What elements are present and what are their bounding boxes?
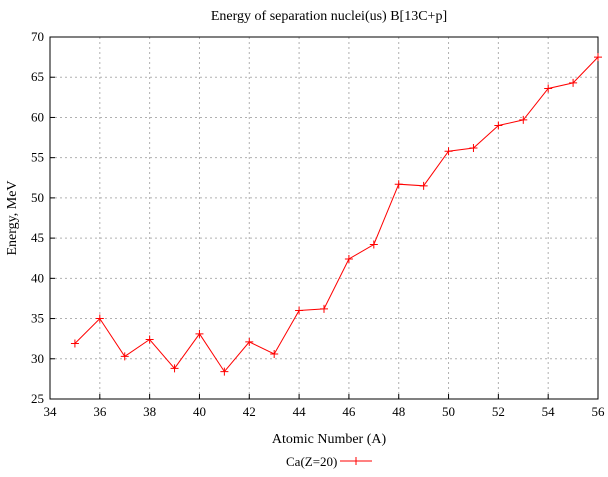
data-point-0-5	[195, 329, 204, 338]
chart-title: Energy of separation nuclei(us) B[13C+p]	[211, 9, 447, 24]
y-tick-label-4: 45	[31, 230, 44, 245]
y-tick-label-3: 40	[31, 270, 44, 285]
x-tick-label-7: 48	[392, 404, 405, 419]
data-point-0-11	[344, 255, 353, 264]
x-tick-label-1: 36	[93, 404, 107, 419]
data-point-0-6	[220, 367, 229, 376]
gridlines	[50, 37, 598, 399]
data-point-0-20	[569, 78, 578, 87]
y-tick-label-0: 25	[31, 391, 44, 406]
x-tick-label-0: 34	[44, 404, 58, 419]
x-tick-label-9: 52	[492, 404, 505, 419]
data-point-0-7	[245, 337, 254, 346]
data-point-0-3	[145, 335, 154, 344]
legend: Ca(Z=20)	[286, 454, 372, 469]
y-tick-label-9: 70	[31, 29, 44, 44]
data-point-0-4	[170, 364, 179, 373]
y-axis-label: Energy, MeV	[5, 180, 20, 255]
y-tick-label-5: 50	[31, 190, 44, 205]
x-axis: 34 36 38 40 42 44 46 48 50 52 54 56	[44, 394, 606, 419]
data-point-0-12	[369, 240, 378, 249]
y-tick-label-7: 60	[31, 109, 44, 124]
y-tick-label-2: 35	[31, 311, 44, 326]
data-point-0-18	[519, 115, 528, 124]
data-point-0-17	[494, 121, 503, 130]
plot-area	[49, 36, 599, 400]
legend-label-ca: Ca(Z=20)	[286, 454, 337, 469]
data-point-0-15	[444, 147, 453, 156]
x-tick-label-3: 40	[193, 404, 206, 419]
x-tick-label-10: 54	[542, 404, 556, 419]
data-point-0-2	[120, 352, 129, 361]
data-point-0-9	[295, 306, 304, 315]
x-tick-label-2: 38	[143, 404, 156, 419]
legend-marker-ca	[352, 457, 360, 465]
x-tick-label-5: 44	[293, 404, 307, 419]
series-layer	[70, 53, 602, 376]
x-tick-label-6: 46	[342, 404, 356, 419]
data-point-0-1	[95, 314, 104, 323]
data-point-0-8	[270, 349, 279, 358]
data-point-0-21	[594, 53, 602, 62]
y-tick-label-1: 30	[31, 351, 44, 366]
data-point-0-14	[419, 181, 428, 190]
data-point-0-0	[70, 339, 79, 348]
y-tick-label-6: 55	[31, 150, 44, 165]
y-axis: 25 30 35 40 45 50 55 60 65 70	[31, 29, 55, 406]
x-tick-label-11: 56	[592, 404, 606, 419]
x-tick-label-4: 42	[243, 404, 256, 419]
x-tick-label-8: 50	[442, 404, 455, 419]
data-point-0-10	[320, 304, 328, 313]
series-line-0	[74, 56, 599, 373]
data-point-0-19	[544, 84, 553, 93]
data-point-0-16	[469, 144, 478, 153]
y-tick-label-8: 65	[31, 69, 44, 84]
data-point-0-13	[394, 180, 403, 189]
x-axis-label: Atomic Number (A)	[272, 432, 387, 447]
